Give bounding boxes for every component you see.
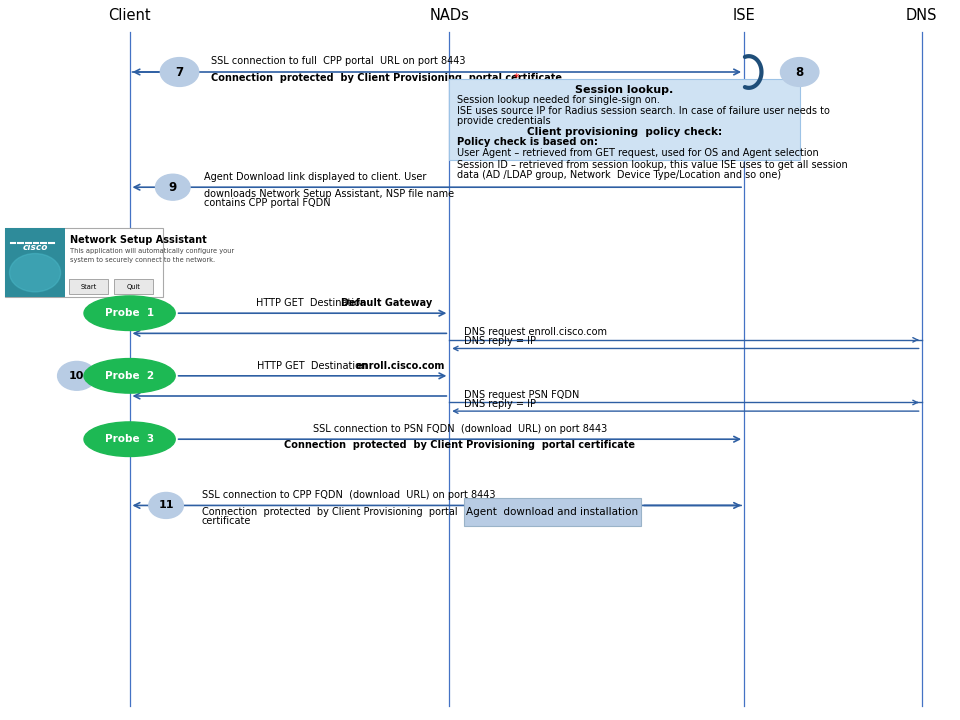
- Text: downloads Network Setup Assistant, NSP file name: downloads Network Setup Assistant, NSP f…: [204, 189, 455, 199]
- Text: 7: 7: [176, 66, 183, 78]
- Text: Connection  protected  by Client Provisioning  portal certificate: Connection protected by Client Provision…: [211, 73, 563, 84]
- Text: Connection  protected  by Client Provisioning  portal certificate: Connection protected by Client Provision…: [284, 440, 636, 450]
- Circle shape: [160, 58, 199, 86]
- Text: provide credentials: provide credentials: [457, 116, 551, 126]
- Text: Probe  3: Probe 3: [105, 434, 155, 444]
- Text: SSL connection to PSN FQDN  (download  URL) on port 8443: SSL connection to PSN FQDN (download URL…: [313, 424, 607, 434]
- Text: Quit: Quit: [127, 284, 140, 289]
- Text: SSL connection to full  CPP portal  URL on port 8443: SSL connection to full CPP portal URL on…: [211, 56, 466, 66]
- Circle shape: [156, 174, 190, 200]
- Text: *: *: [514, 73, 519, 84]
- Text: 8: 8: [796, 66, 804, 78]
- Text: This application will automatically configure your: This application will automatically conf…: [70, 248, 234, 254]
- Text: system to securely connect to the network.: system to securely connect to the networ…: [70, 257, 215, 263]
- Text: DNS: DNS: [906, 8, 937, 23]
- Text: NADs: NADs: [429, 8, 469, 23]
- Text: DNS reply = IP: DNS reply = IP: [464, 399, 536, 409]
- Text: DNS request PSN FQDN: DNS request PSN FQDN: [464, 390, 579, 400]
- Text: Client: Client: [108, 8, 151, 23]
- FancyBboxPatch shape: [114, 279, 153, 294]
- Text: HTTP GET  Destination: HTTP GET Destination: [255, 298, 370, 308]
- Text: HTTP GET  Destination: HTTP GET Destination: [257, 361, 368, 371]
- Text: enroll.cisco.com: enroll.cisco.com: [355, 361, 445, 371]
- Text: 10: 10: [69, 371, 84, 381]
- Text: Agent Download link displayed to client. User: Agent Download link displayed to client.…: [204, 172, 427, 182]
- Text: Session ID – retrieved from session lookup, this value ISE uses to get all sessi: Session ID – retrieved from session look…: [457, 160, 848, 169]
- Ellipse shape: [84, 296, 176, 330]
- Text: data (AD /LDAP group, Network  Device Type/Location and so one): data (AD /LDAP group, Network Device Typ…: [457, 170, 781, 179]
- Text: Network Setup Assistant: Network Setup Assistant: [70, 235, 206, 246]
- Ellipse shape: [84, 359, 176, 393]
- Text: contains CPP portal FQDN: contains CPP portal FQDN: [204, 198, 331, 208]
- FancyBboxPatch shape: [5, 228, 65, 297]
- Text: Probe  2: Probe 2: [105, 371, 155, 381]
- Text: ISE uses source IP for Radius session search. In case of failure user needs to: ISE uses source IP for Radius session se…: [457, 106, 829, 116]
- Text: User Agent – retrieved from GET request, used for OS and Agent selection: User Agent – retrieved from GET request,…: [457, 148, 819, 158]
- Text: Start: Start: [81, 284, 96, 289]
- Circle shape: [149, 492, 183, 518]
- Text: certificate: certificate: [202, 516, 251, 526]
- Text: Client provisioning  policy check:: Client provisioning policy check:: [527, 127, 722, 138]
- Text: Default Gateway: Default Gateway: [342, 298, 433, 308]
- Text: SSL connection to CPP FQDN  (download  URL) on port 8443: SSL connection to CPP FQDN (download URL…: [202, 490, 495, 500]
- Text: Session lookup needed for single-sign on.: Session lookup needed for single-sign on…: [457, 95, 660, 105]
- FancyBboxPatch shape: [464, 498, 641, 526]
- Circle shape: [10, 253, 60, 292]
- Text: Probe  1: Probe 1: [105, 308, 155, 318]
- Ellipse shape: [84, 422, 176, 456]
- FancyBboxPatch shape: [449, 79, 800, 160]
- Text: 11: 11: [158, 500, 174, 510]
- Circle shape: [780, 58, 819, 86]
- Text: Policy check is based on:: Policy check is based on:: [457, 138, 598, 148]
- Text: Agent  download and installation: Agent download and installation: [467, 507, 638, 517]
- Circle shape: [58, 361, 96, 390]
- Text: ISE: ISE: [732, 8, 756, 23]
- Text: Session lookup.: Session lookup.: [575, 85, 674, 95]
- FancyBboxPatch shape: [5, 228, 163, 297]
- Text: DNS reply = IP: DNS reply = IP: [464, 336, 536, 346]
- Text: 9: 9: [169, 181, 177, 194]
- FancyBboxPatch shape: [69, 279, 108, 294]
- Text: DNS request enroll.cisco.com: DNS request enroll.cisco.com: [464, 327, 607, 337]
- Text: cisco: cisco: [22, 243, 48, 252]
- Text: Connection  protected  by Client Provisioning  portal: Connection protected by Client Provision…: [202, 507, 457, 517]
